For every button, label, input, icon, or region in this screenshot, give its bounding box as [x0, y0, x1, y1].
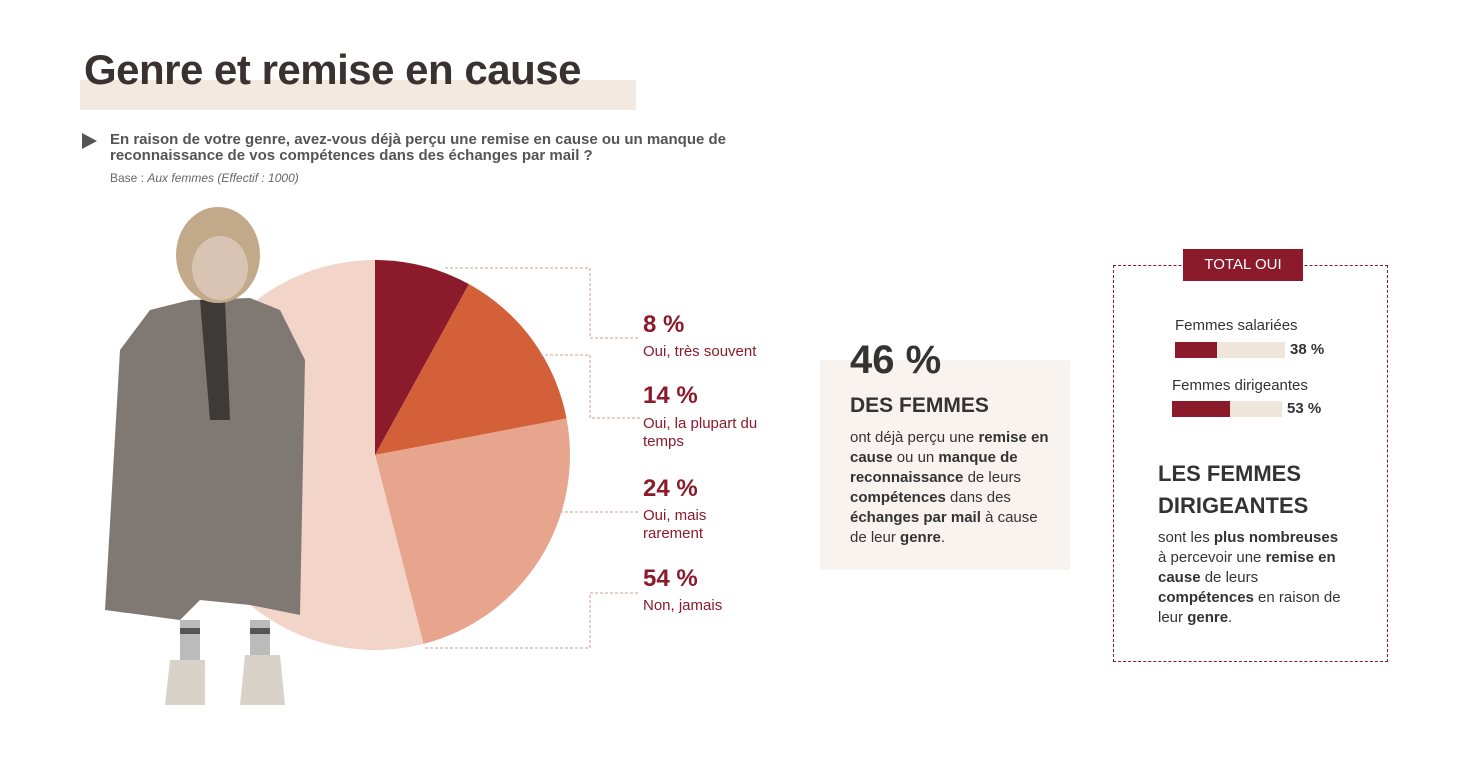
text-segment: .: [940, 529, 946, 546]
pie-category-label: Oui, la plupart du temps: [643, 415, 758, 450]
total-text: sont les plus nombreuses à percevoir une…: [1158, 528, 1348, 628]
total-tag: TOTAL OUI: [1183, 249, 1303, 281]
leader-lines: [425, 267, 640, 649]
text-segment: à percevoir une: [1158, 549, 1266, 566]
bar-value-label: 53 %: [1287, 400, 1322, 417]
text-segment: compétences: [1158, 589, 1254, 606]
pie-category-label: Oui, très souvent: [643, 343, 757, 360]
text-segment: sont les: [1158, 529, 1214, 546]
coat: [105, 298, 305, 620]
text-segment: dans des: [945, 489, 1011, 506]
text-segment: en raison de leur: [1158, 589, 1341, 626]
question: En raison de votre genre, avez-vous déjà…: [110, 131, 727, 164]
sock-stripe: [180, 628, 200, 634]
leader-line: [540, 354, 640, 419]
text-segment: plus nombreuses: [1213, 529, 1339, 546]
pie-value-label: 8 %: [643, 311, 685, 338]
pie-slice: [375, 260, 469, 455]
pie-slice: [375, 284, 567, 455]
text-segment: genre: [900, 529, 941, 546]
bar-label: Femmes dirigeantes: [1172, 377, 1308, 394]
text-segment: Aux femmes (Effectif : 1000): [147, 171, 299, 185]
text-segment: échanges par mail: [850, 509, 981, 526]
text-segment: remise en cause: [1158, 549, 1336, 586]
text-segment: ont déjà perçu une: [850, 429, 979, 446]
arrow-icon: [82, 133, 97, 149]
total-heading: LES FEMMES DIRIGEANTES: [1158, 461, 1309, 518]
text-segment: de leurs: [963, 469, 1021, 486]
text-segment: de leurs: [1200, 569, 1259, 586]
text-segment: .: [1228, 609, 1233, 626]
title: Genre et remise en cause: [84, 46, 581, 93]
bar-value-label: 38 %: [1290, 341, 1325, 358]
photo-illustration: [105, 207, 305, 705]
base-note: Base : Aux femmes (Effectif : 1000): [110, 171, 299, 185]
bar-label: Femmes salariées: [1175, 317, 1298, 334]
highlight-box: [820, 360, 1070, 570]
text-segment: Base :: [110, 171, 148, 185]
sock-stripe: [250, 628, 270, 634]
text-segment: genre: [1187, 609, 1229, 626]
bar: [1172, 401, 1231, 417]
text-segment: à cause de leur: [850, 509, 1038, 546]
text-segment: compétences: [850, 489, 946, 506]
bar: [1175, 342, 1217, 358]
pie-value-label: 14 %: [643, 382, 698, 409]
face: [192, 236, 248, 300]
pie-category-label: Non, jamais: [643, 597, 723, 614]
highlight-text: ont déjà perçu une remise en cause ou un…: [850, 428, 1050, 548]
leader-line: [425, 592, 640, 649]
text-segment: manque de reconnaissance: [850, 449, 1018, 486]
highlight-heading: DES FEMMES: [850, 394, 989, 417]
pie-value-label: 24 %: [643, 475, 698, 502]
highlight-value: 46 %: [850, 338, 942, 382]
text-segment: remise en cause: [850, 429, 1049, 466]
title-highlight: [80, 80, 636, 110]
pie-slice: [375, 418, 570, 644]
pie-value-label: 54 %: [643, 565, 698, 592]
pie-category-label: Oui, mais rarement: [643, 507, 707, 542]
boots: [165, 655, 285, 705]
text-segment: ou un: [892, 449, 939, 466]
collar: [200, 300, 230, 420]
leader-line: [445, 267, 640, 339]
